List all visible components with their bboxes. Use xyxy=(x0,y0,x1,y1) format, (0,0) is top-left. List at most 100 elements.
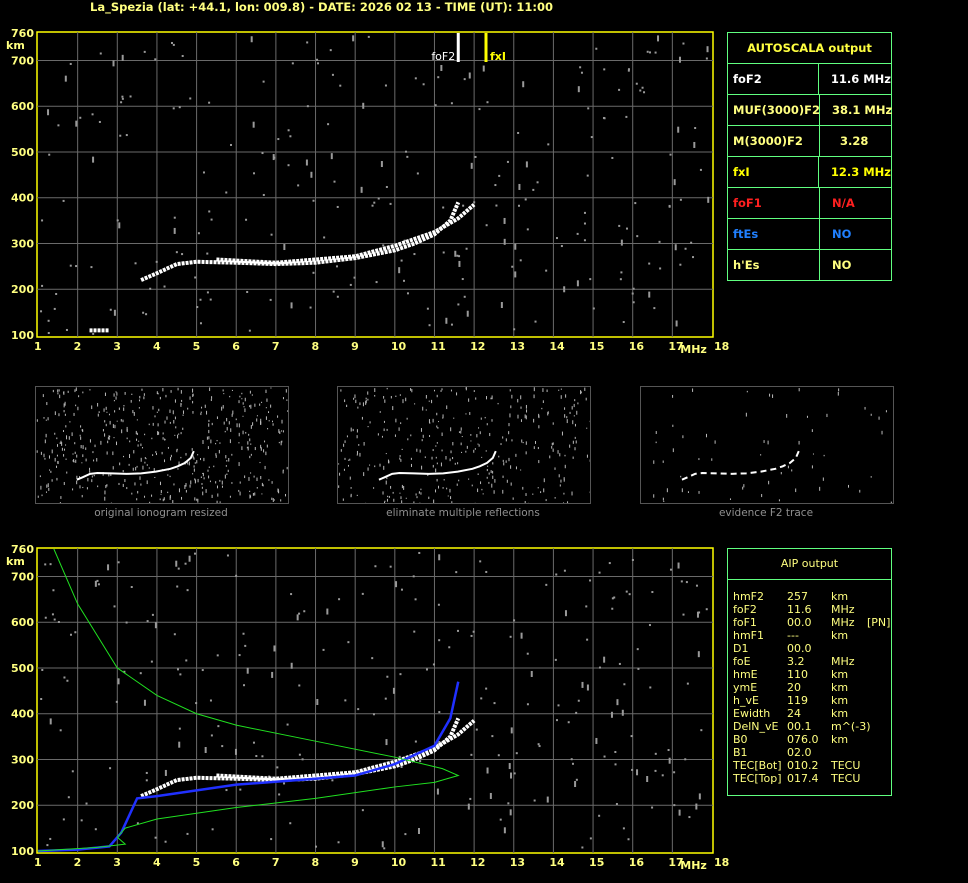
noise-speckle xyxy=(185,489,187,493)
noise-speckle xyxy=(806,415,808,418)
noise-speckle xyxy=(467,803,470,810)
noise-speckle xyxy=(244,644,247,647)
noise-speckle xyxy=(85,802,88,805)
noise-speckle xyxy=(495,204,498,207)
noise-speckle xyxy=(705,608,708,611)
noise-speckle xyxy=(674,244,677,251)
y-tick-label: 100 xyxy=(11,845,34,858)
noise-speckle xyxy=(124,479,126,483)
noise-speckle xyxy=(686,682,689,685)
noise-speckle xyxy=(352,428,354,432)
noise-speckle xyxy=(209,699,212,702)
noise-speckle xyxy=(66,435,68,440)
noise-speckle xyxy=(210,218,213,221)
noise-speckle xyxy=(388,495,390,498)
noise-speckle xyxy=(60,496,62,499)
noise-speckle xyxy=(44,457,46,460)
noise-speckle xyxy=(242,415,244,417)
noise-speckle xyxy=(268,420,270,422)
noise-speckle xyxy=(631,768,634,771)
noise-speckle xyxy=(244,397,246,402)
noise-speckle xyxy=(365,401,367,405)
noise-speckle xyxy=(170,41,173,44)
aip-cell xyxy=(831,746,867,759)
noise-speckle xyxy=(259,461,261,464)
noise-speckle xyxy=(472,630,475,633)
noise-speckle xyxy=(169,421,171,424)
noise-speckle xyxy=(614,750,617,753)
noise-speckle xyxy=(162,498,164,502)
noise-speckle xyxy=(231,453,233,456)
noise-speckle xyxy=(353,397,355,400)
noise-speckle xyxy=(621,709,624,716)
y-axis-label: km xyxy=(6,39,25,52)
noise-speckle xyxy=(509,809,512,816)
noise-speckle xyxy=(493,490,495,494)
noise-speckle xyxy=(395,395,397,397)
noise-speckle xyxy=(175,560,178,567)
noise-speckle xyxy=(252,741,255,744)
y-tick-label: 200 xyxy=(11,283,34,296)
noise-speckle xyxy=(383,420,385,423)
noise-speckle xyxy=(65,458,67,460)
noise-speckle xyxy=(45,491,47,493)
noise-speckle xyxy=(76,480,78,485)
noise-speckle xyxy=(442,417,444,419)
noise-speckle xyxy=(678,56,681,63)
noise-speckle xyxy=(603,656,606,663)
noise-speckle xyxy=(798,440,800,445)
noise-speckle xyxy=(445,456,447,460)
noise-speckle xyxy=(682,435,684,439)
noise-speckle xyxy=(586,454,588,458)
noise-speckle xyxy=(146,464,148,466)
noise-speckle xyxy=(383,847,386,850)
noise-speckle xyxy=(177,468,179,470)
noise-speckle xyxy=(375,281,378,284)
noise-speckle xyxy=(613,596,616,599)
noise-speckle xyxy=(222,389,224,392)
noise-speckle xyxy=(479,431,481,435)
noise-speckle xyxy=(575,778,578,781)
noise-speckle xyxy=(136,465,138,468)
noise-speckle xyxy=(466,310,469,317)
noise-speckle xyxy=(571,491,573,496)
noise-speckle xyxy=(631,558,634,561)
noise-speckle xyxy=(450,102,453,105)
x-tick-label: 9 xyxy=(351,340,359,353)
noise-speckle xyxy=(491,395,493,400)
noise-speckle xyxy=(242,632,245,635)
noise-speckle xyxy=(416,172,419,175)
noise-speckle xyxy=(551,446,553,449)
noise-speckle xyxy=(277,488,279,492)
noise-speckle xyxy=(57,621,60,624)
noise-speckle xyxy=(587,107,590,110)
noise-speckle xyxy=(250,404,252,409)
noise-speckle xyxy=(72,460,74,462)
noise-speckle xyxy=(608,562,611,565)
noise-speckle xyxy=(480,481,482,485)
noise-speckle xyxy=(692,388,694,392)
noise-speckle xyxy=(555,237,558,240)
noise-speckle xyxy=(471,484,473,487)
noise-speckle xyxy=(560,479,562,483)
noise-speckle xyxy=(185,453,187,456)
noise-speckle xyxy=(386,387,388,390)
trace-o-trace xyxy=(140,201,461,282)
noise-speckle xyxy=(137,490,139,494)
noise-speckle xyxy=(679,198,682,201)
noise-speckle xyxy=(499,818,502,821)
x-tick-label: 8 xyxy=(312,340,320,353)
noise-speckle xyxy=(521,439,523,443)
noise-speckle xyxy=(155,452,157,456)
noise-speckle xyxy=(634,202,637,205)
noise-speckle xyxy=(586,174,589,177)
noise-speckle xyxy=(226,473,228,475)
noise-speckle xyxy=(201,406,203,409)
noise-speckle xyxy=(306,41,309,44)
y-tick-label: 400 xyxy=(11,708,34,721)
noise-speckle xyxy=(367,467,369,471)
noise-speckle xyxy=(426,307,429,310)
noise-speckle xyxy=(451,501,453,503)
noise-speckle xyxy=(178,461,180,465)
noise-speckle xyxy=(105,423,107,427)
